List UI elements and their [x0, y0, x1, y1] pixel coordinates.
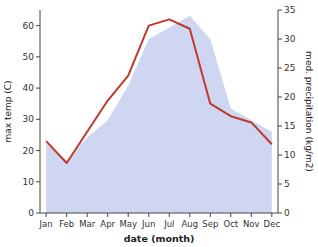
y2-tick-label: 25: [284, 63, 295, 73]
x-axis-label: date (month): [124, 233, 195, 244]
y-tick-label: 10: [23, 177, 35, 187]
y-axis-line: [40, 10, 41, 213]
x-tick: [251, 213, 252, 217]
x-tick: [148, 213, 149, 217]
y2-tick: [278, 39, 282, 40]
x-tick: [107, 213, 108, 217]
y-tick: [36, 25, 40, 26]
y-tick-label: 40: [23, 83, 35, 93]
x-tick-label: Oct: [223, 219, 238, 229]
y-tick-label: 0: [28, 208, 34, 218]
y2-tick: [278, 126, 282, 127]
y-tick: [36, 88, 40, 89]
y-tick: [36, 119, 40, 120]
y-tick-label: 50: [23, 52, 35, 62]
x-tick: [230, 213, 231, 217]
x-tick-label: Sep: [202, 219, 218, 229]
x-tick: [169, 213, 170, 217]
x-tick: [189, 213, 190, 217]
y2-tick: [278, 68, 282, 69]
y-tick: [36, 181, 40, 182]
x-tick: [66, 213, 67, 217]
x-tick-label: Apr: [100, 219, 115, 229]
y2-axis-line: [278, 10, 279, 213]
y2-tick-label: 20: [284, 92, 296, 102]
x-tick-label: Aug: [181, 219, 198, 229]
y-axis-label: max temp (C): [3, 80, 13, 142]
x-tick: [87, 213, 88, 217]
plot-area: [46, 16, 272, 213]
y2-tick-label: 30: [284, 34, 296, 44]
y2-tick-label: 5: [284, 179, 290, 189]
y2-axis-label: med. precipitation (kg/m2): [304, 51, 314, 172]
x-axis-line: [40, 213, 278, 214]
x-tick-label: Jan: [39, 219, 53, 229]
y-tick: [36, 150, 40, 151]
x-tick-label: Nov: [243, 219, 260, 229]
x-tick-label: Feb: [59, 219, 74, 229]
y-tick: [36, 56, 40, 57]
y-tick-label: 30: [23, 114, 35, 124]
y2-tick-label: 35: [284, 5, 295, 15]
temperature-line: [46, 19, 272, 163]
y2-tick-label: 15: [284, 121, 295, 131]
chart: 0 10 20 30 40 50 60 0 5 10 15 20 25 30 35 Jan Feb Mar Apr M…: [0, 0, 318, 247]
x-tick-label: Jul: [163, 219, 174, 229]
y2-tick: [278, 10, 282, 11]
y-tick: [36, 213, 40, 214]
x-tick: [210, 213, 211, 217]
x-tick-label: Mar: [79, 219, 96, 229]
y2-tick: [278, 97, 282, 98]
x-tick-label: Dec: [264, 219, 281, 229]
y2-tick-label: 10: [284, 150, 296, 160]
x-tick: [271, 213, 272, 217]
y2-tick: [278, 184, 282, 185]
y2-tick: [278, 155, 282, 156]
x-tick: [128, 213, 129, 217]
y2-tick-label: 0: [284, 208, 290, 218]
x-tick-label: Jun: [141, 219, 155, 229]
x-tick-label: May: [119, 219, 137, 229]
precipitation-area: [46, 16, 272, 213]
x-tick: [46, 213, 47, 217]
y2-tick: [278, 213, 282, 214]
y-tick-label: 60: [23, 21, 35, 31]
y-tick-label: 20: [23, 146, 35, 156]
